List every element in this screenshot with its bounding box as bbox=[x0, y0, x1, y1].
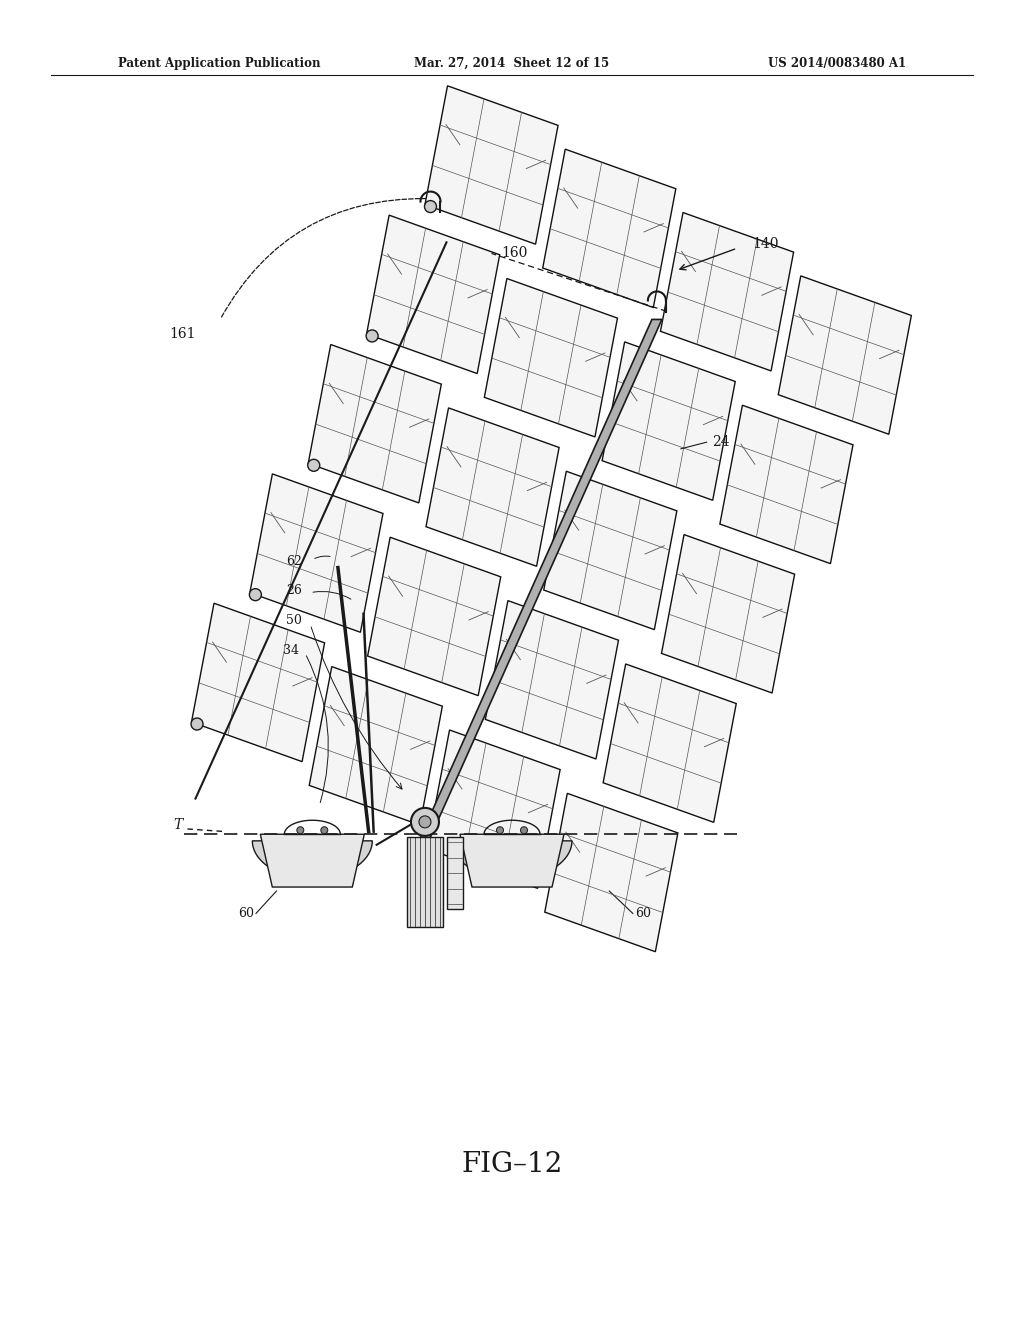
Circle shape bbox=[520, 826, 527, 834]
Polygon shape bbox=[426, 408, 559, 566]
Polygon shape bbox=[485, 601, 618, 759]
Polygon shape bbox=[778, 276, 911, 434]
Text: Mar. 27, 2014  Sheet 12 of 15: Mar. 27, 2014 Sheet 12 of 15 bbox=[415, 57, 609, 70]
Text: 62: 62 bbox=[286, 554, 302, 568]
Polygon shape bbox=[250, 474, 383, 632]
Polygon shape bbox=[484, 279, 617, 437]
Polygon shape bbox=[425, 86, 558, 244]
FancyBboxPatch shape bbox=[446, 837, 463, 909]
Text: 24: 24 bbox=[712, 436, 729, 449]
Circle shape bbox=[297, 826, 304, 834]
Polygon shape bbox=[367, 215, 500, 374]
Circle shape bbox=[308, 459, 319, 471]
Text: 161: 161 bbox=[169, 327, 196, 341]
Text: 50: 50 bbox=[286, 614, 302, 627]
Polygon shape bbox=[720, 405, 853, 564]
Circle shape bbox=[419, 816, 431, 828]
Polygon shape bbox=[545, 793, 678, 952]
Text: 140: 140 bbox=[753, 238, 779, 251]
Polygon shape bbox=[252, 841, 373, 879]
Polygon shape bbox=[308, 345, 441, 503]
Text: FIG–12: FIG–12 bbox=[462, 1151, 562, 1177]
Circle shape bbox=[411, 808, 439, 836]
Polygon shape bbox=[602, 342, 735, 500]
Polygon shape bbox=[452, 841, 572, 879]
Circle shape bbox=[367, 330, 378, 342]
Polygon shape bbox=[191, 603, 325, 762]
Polygon shape bbox=[543, 149, 676, 308]
Circle shape bbox=[191, 718, 203, 730]
Polygon shape bbox=[368, 537, 501, 696]
Circle shape bbox=[497, 826, 504, 834]
Text: T: T bbox=[173, 818, 182, 832]
FancyBboxPatch shape bbox=[407, 837, 443, 927]
Circle shape bbox=[425, 201, 436, 213]
Text: 60: 60 bbox=[238, 907, 254, 920]
Polygon shape bbox=[662, 535, 795, 693]
Text: 60: 60 bbox=[635, 907, 651, 920]
Polygon shape bbox=[544, 471, 677, 630]
Polygon shape bbox=[309, 667, 442, 825]
Polygon shape bbox=[460, 834, 564, 887]
Text: 160: 160 bbox=[502, 247, 528, 260]
Text: US 2014/0083480 A1: US 2014/0083480 A1 bbox=[768, 57, 906, 70]
Text: 26: 26 bbox=[286, 583, 302, 597]
Polygon shape bbox=[260, 834, 365, 887]
Text: Patent Application Publication: Patent Application Publication bbox=[118, 57, 321, 70]
Circle shape bbox=[250, 589, 261, 601]
Polygon shape bbox=[420, 319, 662, 838]
Polygon shape bbox=[427, 730, 560, 888]
Circle shape bbox=[321, 826, 328, 834]
Text: 34: 34 bbox=[283, 644, 299, 657]
Polygon shape bbox=[603, 664, 736, 822]
Polygon shape bbox=[660, 213, 794, 371]
